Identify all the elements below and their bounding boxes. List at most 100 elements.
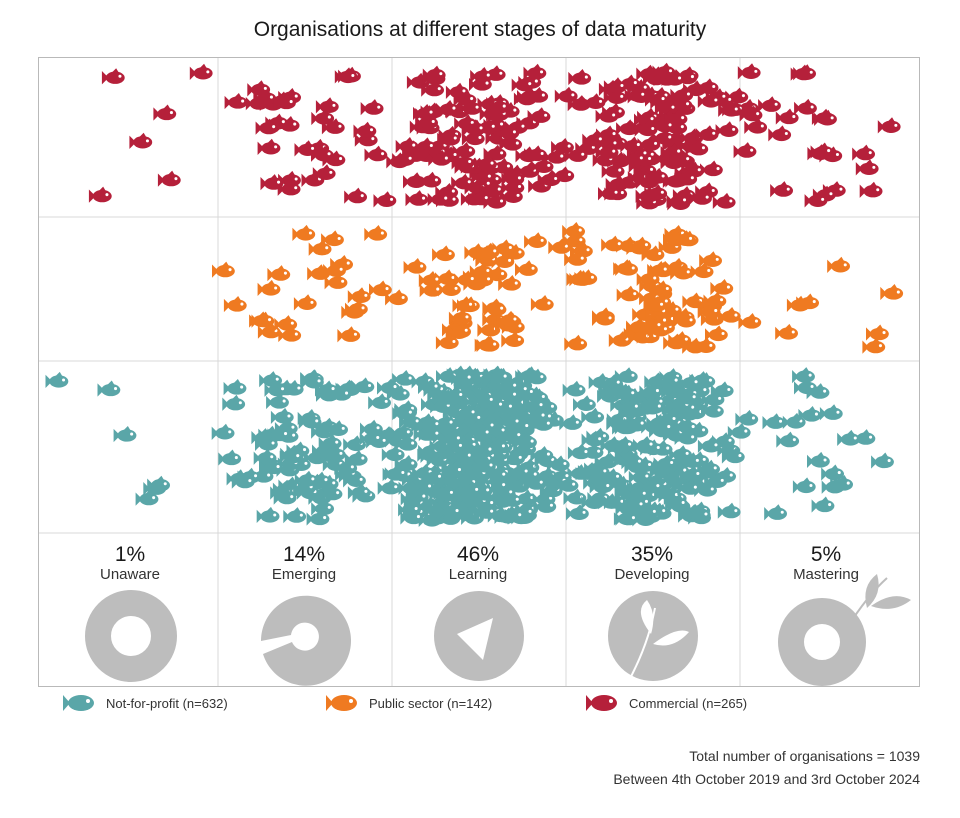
fish-marker [273, 488, 297, 505]
fish-marker [308, 239, 332, 256]
fish-marker [437, 129, 460, 147]
fish-marker [515, 260, 538, 277]
fish-marker [218, 449, 242, 466]
fish-marker [394, 435, 418, 452]
stage-icons [85, 574, 911, 686]
fish-marker [641, 398, 665, 415]
fish-marker [445, 82, 469, 99]
fish-marker [672, 230, 696, 247]
fish-marker [699, 251, 722, 268]
fish-marker [690, 262, 714, 279]
fish-marker [315, 97, 339, 114]
fish-marker [511, 75, 535, 92]
fish-marker [562, 231, 586, 248]
fish-marker [525, 87, 549, 104]
fish-marker [483, 300, 507, 317]
fish-marker [705, 325, 728, 342]
fish-marker [459, 99, 482, 116]
fish-marker [432, 245, 455, 262]
fish-marker [498, 275, 521, 292]
fish-marker [88, 186, 112, 203]
fish-marker [762, 413, 786, 430]
fish-marker [368, 393, 391, 410]
fish-marker [554, 86, 578, 103]
fish-marker [701, 401, 724, 419]
stage-name: Unaware [99, 566, 161, 583]
fish-marker [527, 107, 551, 124]
fish-marker [721, 447, 745, 464]
sprout-leaf-icon [640, 600, 654, 634]
fish-marker [440, 429, 464, 446]
fish-marker [45, 371, 69, 389]
fish-marker [871, 452, 894, 469]
fish-marker [473, 456, 496, 474]
fish-marker [222, 394, 246, 411]
fish-marker [264, 380, 288, 397]
fish-marker [678, 373, 701, 390]
fish-marker [212, 261, 235, 278]
fish-marker [273, 93, 296, 110]
fish-marker [530, 446, 554, 463]
fish-marker [634, 110, 657, 127]
fish-marker [669, 95, 693, 112]
fish-marker [301, 372, 324, 389]
fish-marker [611, 436, 635, 453]
fish-marker [435, 333, 459, 350]
fish-marker [277, 179, 301, 196]
sprout-stem-icon [626, 607, 656, 685]
fish-marker [704, 472, 727, 489]
fish-marker [855, 159, 879, 176]
fish-marker [548, 238, 572, 255]
fish-marker [499, 491, 522, 508]
teal-fish-icon [63, 695, 94, 711]
partial-ring-icon [260, 595, 351, 686]
fish-marker [666, 191, 690, 208]
fish-marker [634, 120, 658, 137]
fish-marker [669, 445, 692, 462]
fish-marker [147, 475, 170, 492]
fish-marker [581, 407, 605, 424]
fish-marker [322, 445, 346, 462]
fish-marker [319, 484, 343, 501]
legend-label: Public sector (n=142) [369, 695, 493, 711]
triangle-cut-icon [457, 618, 493, 660]
fish-marker [624, 415, 647, 432]
fish-marker [399, 412, 422, 429]
fish-marker [877, 117, 901, 134]
fish-marker [469, 423, 492, 441]
fish-marker [373, 191, 397, 208]
fish-marker [231, 472, 255, 489]
fish-marker [615, 259, 638, 277]
fish-marker [586, 462, 610, 479]
fish-marker [501, 169, 525, 186]
fish-marker [595, 143, 619, 160]
stage-label-unaware: 1% Unaware [43, 544, 217, 584]
stage-label-learning: 46% Learning [391, 544, 565, 584]
fish-marker [764, 504, 787, 521]
fish-marker [739, 105, 763, 122]
fish-marker [398, 500, 421, 517]
fish-marker [650, 418, 674, 435]
fish-marker [717, 307, 741, 324]
fish-marker [679, 465, 703, 482]
fish-marker [819, 404, 843, 421]
fish-marker [768, 125, 792, 142]
fish-marker [101, 68, 125, 85]
fish-marker [697, 436, 721, 453]
fish-marker [582, 93, 606, 110]
fish-marker [306, 509, 330, 526]
fish-marker [792, 477, 816, 494]
fish-marker [267, 425, 291, 442]
fish-marker [674, 169, 698, 186]
fish-marker [643, 296, 667, 313]
fish-marker [880, 284, 904, 301]
fish-marker [695, 78, 719, 95]
fish-marker [442, 386, 466, 403]
fish-marker [652, 62, 676, 79]
fish-marker [364, 225, 388, 242]
fish-marker [451, 447, 475, 464]
fish-marker [279, 447, 303, 464]
fish-marker [392, 404, 416, 421]
fish-marker [804, 191, 828, 208]
fish-marker [670, 263, 693, 280]
